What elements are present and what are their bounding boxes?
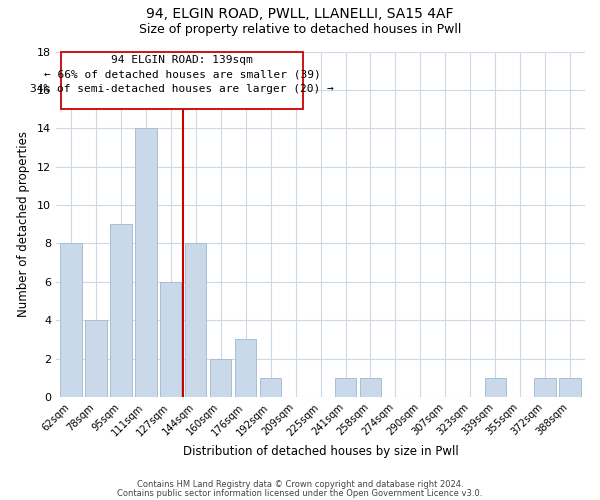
Bar: [535, 378, 556, 397]
Bar: [559, 378, 581, 397]
Text: 34% of semi-detached houses are larger (20) →: 34% of semi-detached houses are larger (…: [30, 84, 334, 94]
Text: 94 ELGIN ROAD: 139sqm: 94 ELGIN ROAD: 139sqm: [111, 55, 253, 65]
Bar: [260, 378, 281, 397]
X-axis label: Distribution of detached houses by size in Pwll: Distribution of detached houses by size …: [182, 444, 458, 458]
Bar: [136, 128, 157, 397]
Bar: [360, 378, 381, 397]
Bar: [110, 224, 131, 397]
Bar: [85, 320, 107, 397]
Text: Contains public sector information licensed under the Open Government Licence v3: Contains public sector information licen…: [118, 489, 482, 498]
Bar: [160, 282, 181, 397]
Bar: [335, 378, 356, 397]
Text: Contains HM Land Registry data © Crown copyright and database right 2024.: Contains HM Land Registry data © Crown c…: [137, 480, 463, 489]
Y-axis label: Number of detached properties: Number of detached properties: [17, 132, 30, 318]
Text: Size of property relative to detached houses in Pwll: Size of property relative to detached ho…: [139, 22, 461, 36]
Bar: [235, 340, 256, 397]
Text: ← 66% of detached houses are smaller (39): ← 66% of detached houses are smaller (39…: [44, 70, 320, 80]
Bar: [61, 244, 82, 397]
Bar: [485, 378, 506, 397]
Text: 94, ELGIN ROAD, PWLL, LLANELLI, SA15 4AF: 94, ELGIN ROAD, PWLL, LLANELLI, SA15 4AF: [146, 8, 454, 22]
Bar: [185, 244, 206, 397]
Bar: [210, 358, 232, 397]
FancyBboxPatch shape: [61, 52, 303, 109]
